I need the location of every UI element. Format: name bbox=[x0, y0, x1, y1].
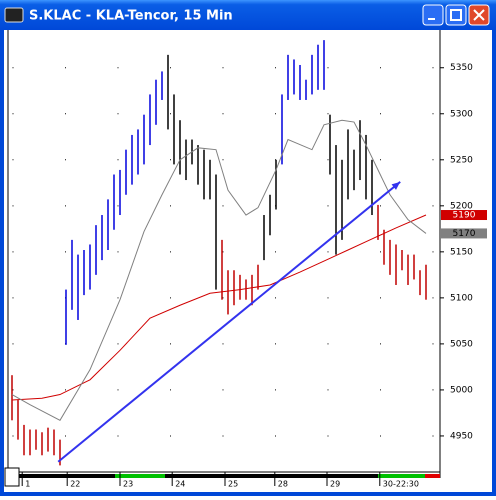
minimize-button[interactable] bbox=[422, 4, 444, 26]
x-tick-label: 30-22:30 bbox=[383, 480, 419, 489]
y-tick-label: 5000 bbox=[450, 385, 473, 395]
corner-box bbox=[4, 467, 20, 487]
y-tick-label: 5200 bbox=[450, 201, 473, 211]
moving-average bbox=[11, 119, 427, 421]
value-marker bbox=[441, 228, 487, 239]
y-tick-label: 5250 bbox=[450, 155, 473, 165]
window-title: S.KLAC - KLA-Tencor, 15 Min bbox=[29, 9, 233, 24]
maximize-button[interactable] bbox=[445, 4, 467, 26]
app-icon bbox=[4, 7, 24, 23]
maximize-icon bbox=[450, 9, 462, 21]
x-tick-label: 29 bbox=[330, 480, 340, 489]
title-bar bbox=[0, 0, 496, 30]
session-strip-segment bbox=[115, 474, 165, 478]
y-tick-label: 5100 bbox=[450, 293, 473, 303]
chart-area bbox=[4, 30, 492, 492]
y-tick-label: 5050 bbox=[450, 339, 473, 349]
x-tick-label: 1 bbox=[25, 480, 30, 489]
session-strip bbox=[8, 474, 440, 478]
x-tick-label: 22 bbox=[70, 480, 80, 489]
x-tick-label: 23 bbox=[123, 480, 133, 489]
trend-line bbox=[57, 181, 401, 463]
y-tick-label: 4950 bbox=[450, 431, 473, 441]
value-marker-label: 5170 bbox=[453, 229, 476, 239]
trend-arrowhead bbox=[391, 181, 401, 190]
session-strip-segment bbox=[425, 474, 440, 478]
y-tick-label: 5150 bbox=[450, 247, 473, 257]
y-tick-label: 5350 bbox=[450, 63, 473, 73]
x-tick-label: 24 bbox=[175, 480, 185, 489]
value-marker-label: 5190 bbox=[453, 211, 476, 221]
value-marker bbox=[441, 210, 487, 221]
moving-average bbox=[11, 214, 427, 401]
y-tick-label: 5300 bbox=[450, 109, 473, 119]
x-tick-label: 28 bbox=[278, 480, 288, 489]
x-tick-label: 25 bbox=[228, 480, 238, 489]
close-icon bbox=[473, 9, 485, 21]
session-strip-segment bbox=[378, 474, 425, 478]
